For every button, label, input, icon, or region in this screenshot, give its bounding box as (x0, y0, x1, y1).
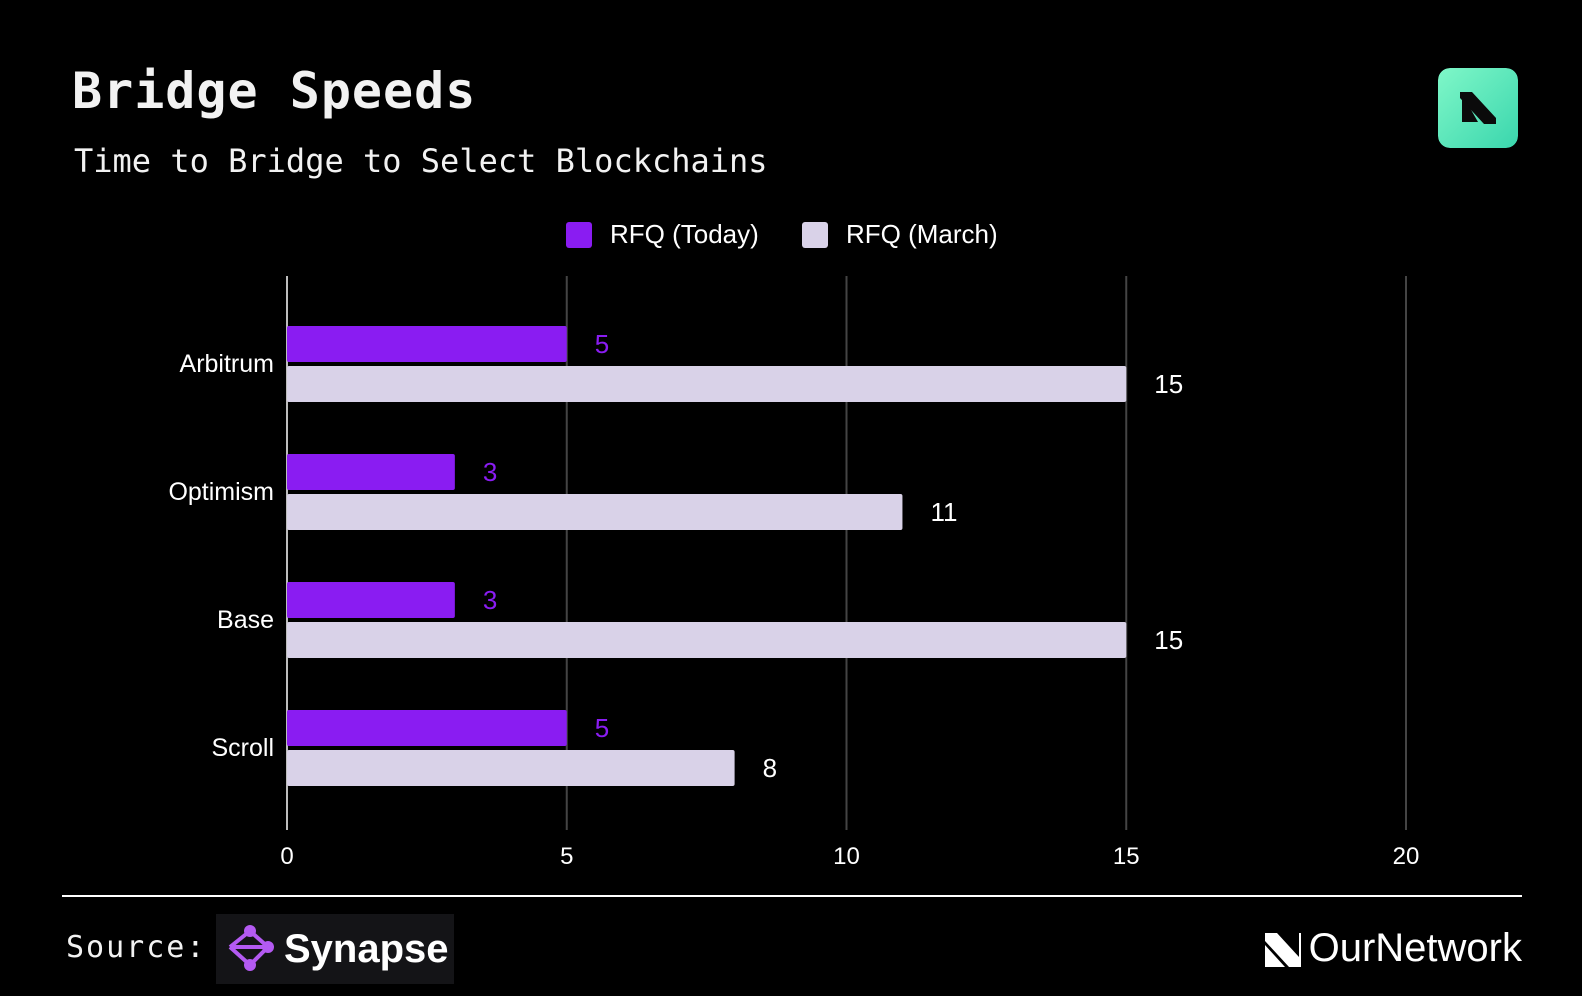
x-tick-label: 15 (1113, 843, 1140, 870)
source-label: Source: (66, 930, 207, 965)
data-label: 3 (483, 585, 497, 615)
bar-chart: 0 5 10 15 20 RFQ (Today) RFQ (March) Arbitrum 5 1… (0, 200, 1582, 880)
bar (287, 326, 567, 362)
ournetwork-logo-icon (1438, 68, 1518, 148)
data-label: 5 (595, 329, 609, 359)
legend-swatch (566, 222, 592, 248)
data-label: 3 (483, 457, 497, 487)
data-label: 11 (930, 497, 957, 527)
data-label: 15 (1154, 369, 1183, 399)
bar (287, 454, 455, 490)
data-label: 5 (595, 713, 609, 743)
ournetwork-brand-text: OurNetwork (1308, 926, 1522, 970)
x-tick-label: 20 (1393, 843, 1420, 870)
x-tick-label: 0 (280, 843, 293, 870)
footer-divider (62, 895, 1522, 897)
legend-label: RFQ (March) (846, 219, 998, 249)
bar (287, 622, 1127, 658)
chart-title: Bridge Speeds (72, 62, 477, 120)
synapse-brand: Synapse (216, 914, 454, 984)
ournetwork-brand: OurNetwork (1263, 926, 1522, 971)
chart-svg: 0 5 10 15 20 RFQ (Today) RFQ (March) Arbitrum 5 1… (168, 219, 1420, 870)
bar (287, 710, 567, 746)
category-label: Scroll (211, 734, 274, 762)
chart-subtitle: Time to Bridge to Select Blockchains (74, 142, 768, 180)
bar (287, 750, 735, 786)
bar (287, 366, 1127, 402)
data-label: 8 (763, 753, 777, 783)
x-tick-label: 10 (833, 843, 860, 870)
synapse-logo-icon (228, 925, 274, 971)
ournetwork-mark-icon (1264, 932, 1301, 967)
legend-swatch (802, 222, 828, 248)
bar (287, 494, 903, 530)
data-label: 15 (1154, 625, 1183, 655)
synapse-brand-text: Synapse (284, 926, 449, 971)
category-label: Optimism (168, 478, 274, 506)
legend-label: RFQ (Today) (610, 219, 759, 249)
category-label: Base (217, 606, 274, 634)
category-label: Arbitrum (180, 350, 274, 378)
bar (287, 582, 455, 618)
x-tick-label: 5 (560, 843, 573, 870)
